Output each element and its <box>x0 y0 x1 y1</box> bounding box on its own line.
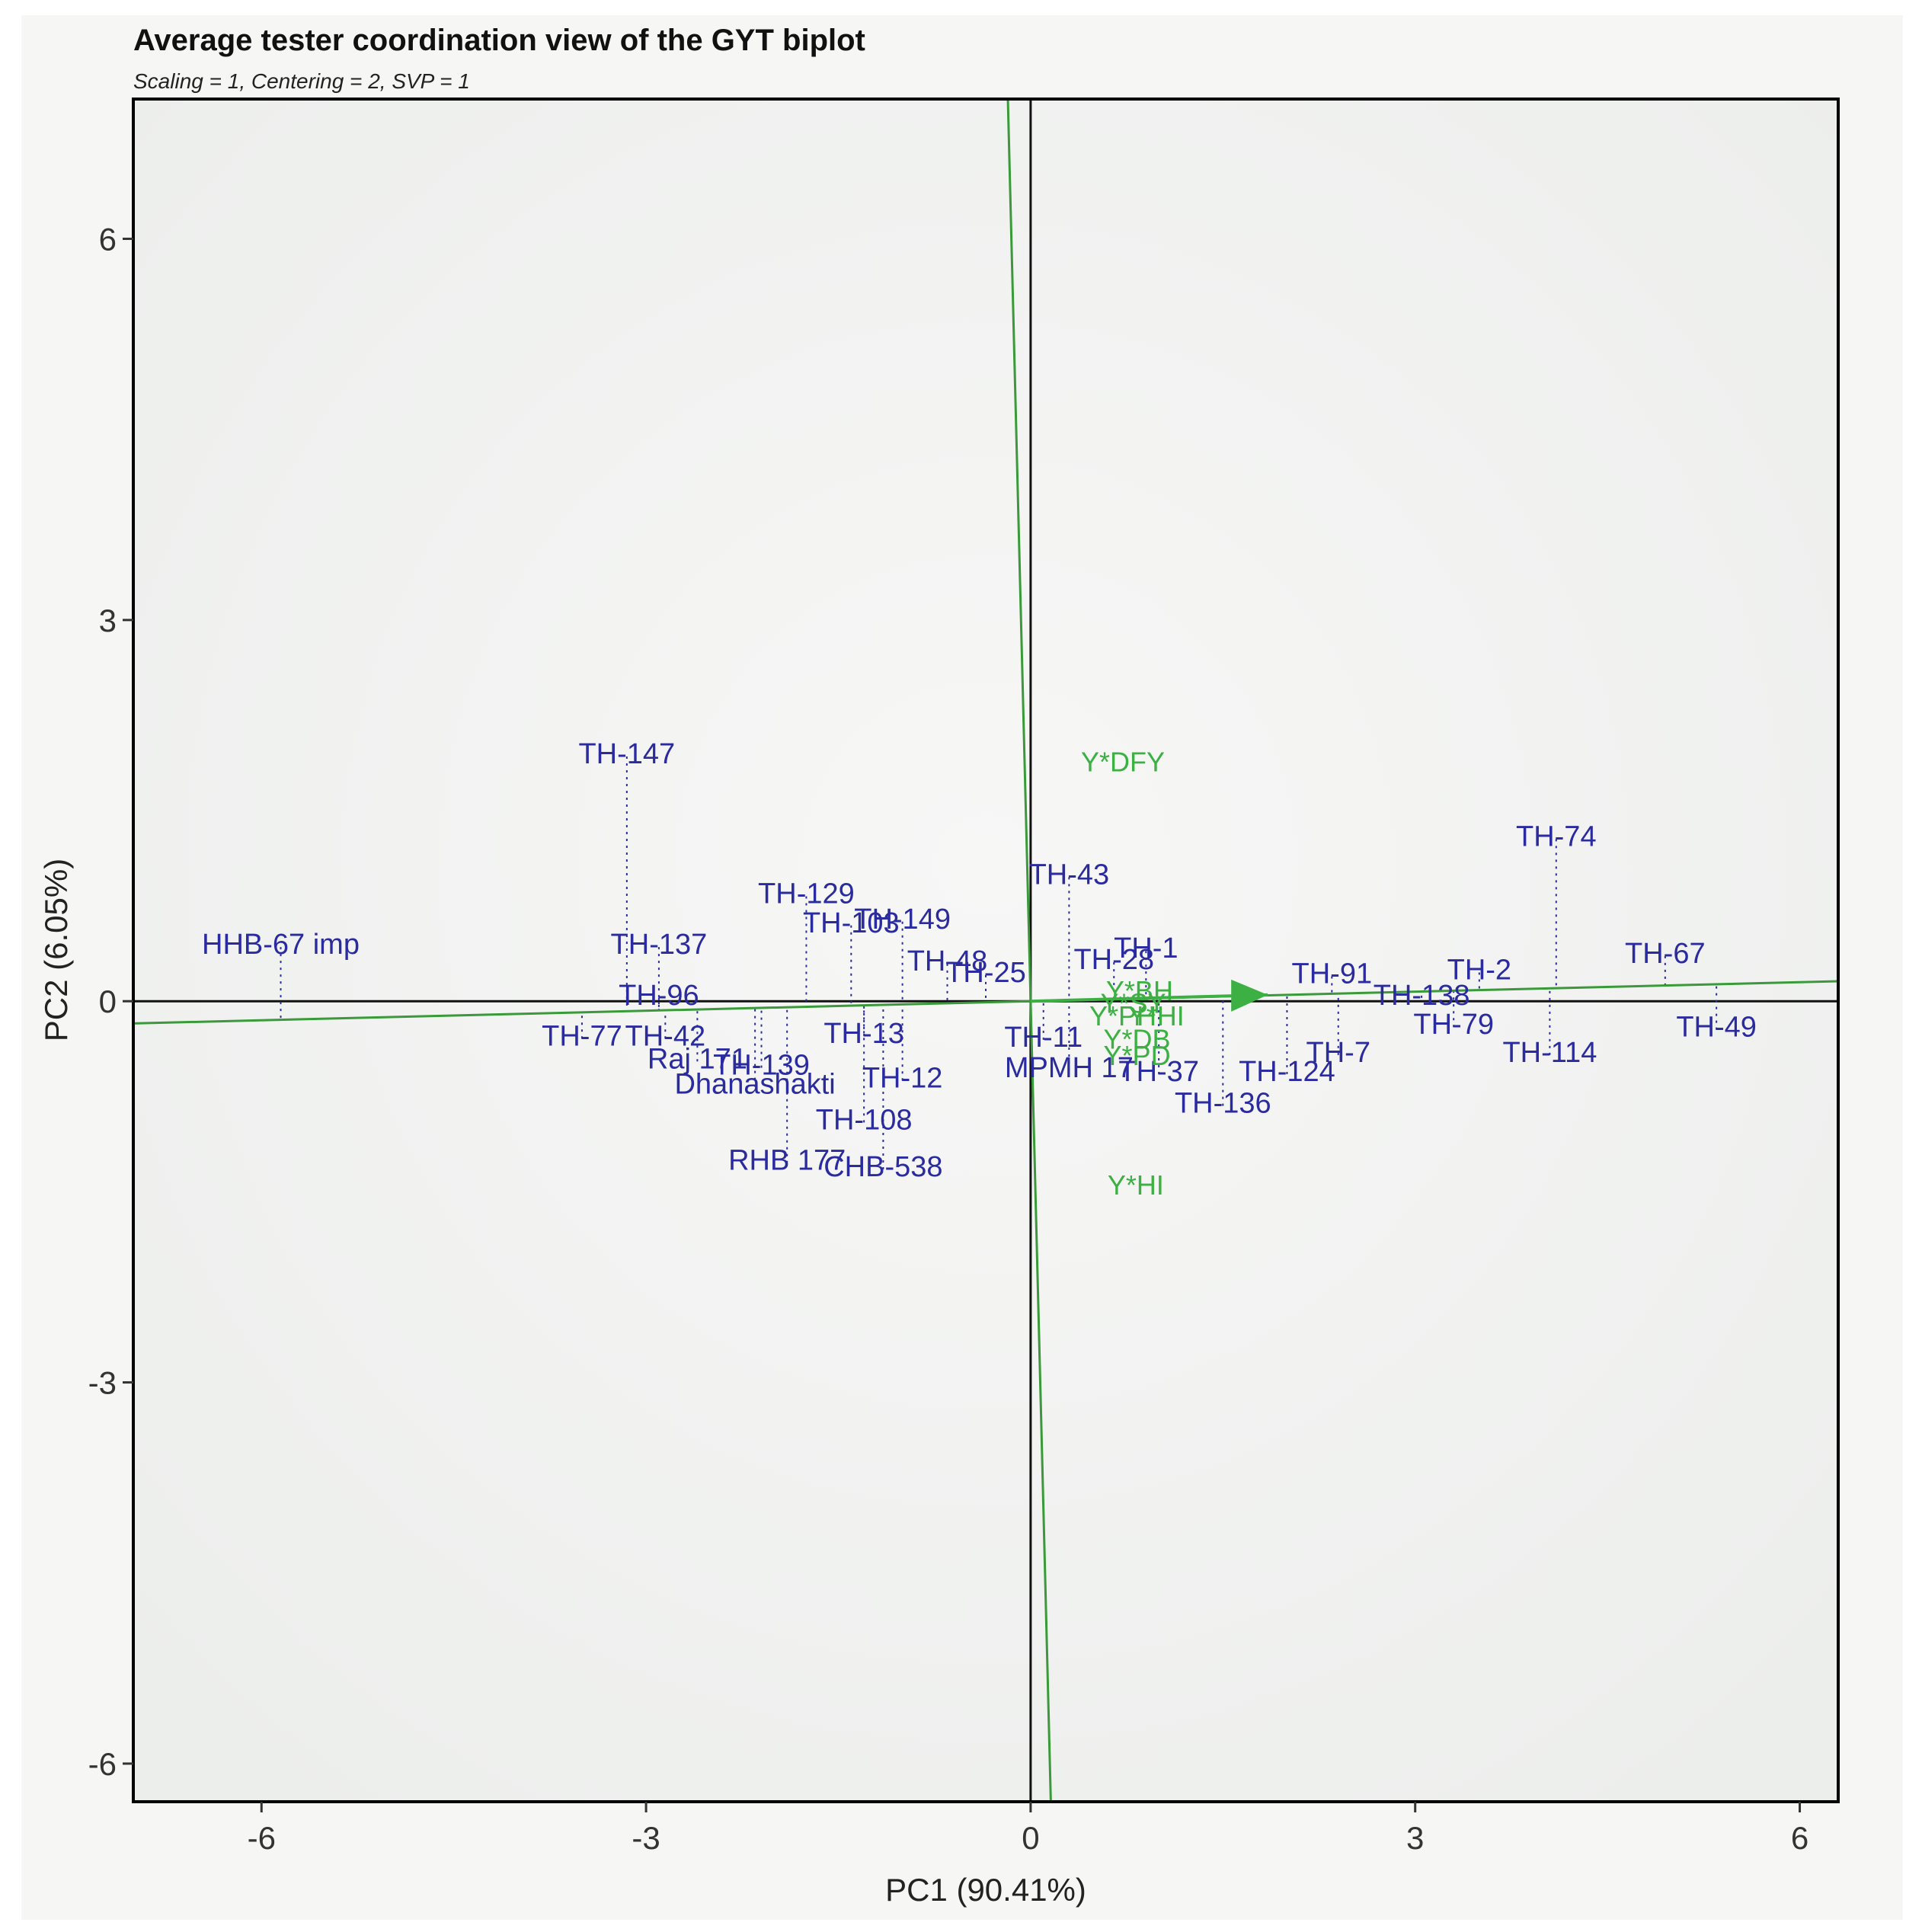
y-tick-label: 6 <box>99 221 117 257</box>
genotype-label: TH-114 <box>1502 1037 1597 1069</box>
genotype-label: TH-25 <box>945 957 1026 989</box>
genotype-label: TH-124 <box>1239 1056 1335 1088</box>
genotype-label: Raj 171 <box>648 1043 747 1075</box>
genotype-label: TH-108 <box>816 1104 913 1136</box>
environment-label: Y*SY <box>1100 988 1166 1019</box>
genotype-label: TH-74 <box>1516 820 1597 852</box>
genotype-label: TH-42 <box>625 1020 706 1052</box>
y-tick-label: 0 <box>99 984 117 1019</box>
genotype-label: TH-129 <box>758 878 855 910</box>
x-axis-title: PC1 (90.41%) <box>885 1872 1086 1908</box>
genotype-label: HHB-67 imp <box>202 929 360 961</box>
chart-subtitle: Scaling = 1, Centering = 2, SVP = 1 <box>133 69 470 93</box>
environment-label: Y*DFY <box>1081 747 1165 778</box>
genotype-label: TH-2 <box>1447 955 1511 987</box>
x-tick-label: 6 <box>1791 1820 1808 1856</box>
genotype-label: TH-149 <box>854 904 951 936</box>
environment-label: Y*HI <box>1128 1000 1185 1032</box>
genotype-label: TH-13 <box>823 1018 904 1050</box>
x-tick-label: 3 <box>1406 1820 1424 1856</box>
genotype-label: TH-49 <box>1676 1012 1757 1044</box>
ate-axis-layer <box>133 98 1839 1802</box>
plot-panel <box>133 99 1838 1802</box>
genotype-label: TH-136 <box>1175 1088 1271 1120</box>
genotype-label: TH-103 <box>803 907 900 939</box>
x-tick-label: 0 <box>1022 1820 1039 1856</box>
genotype-label: TH-48 <box>907 945 988 977</box>
projection-lines-layer <box>280 756 1718 1170</box>
genotype-label: MPMH 17 <box>1005 1052 1134 1084</box>
y-tick-label: -6 <box>88 1746 117 1782</box>
genotype-label: TH-1 <box>1114 932 1178 964</box>
plot-frame <box>132 98 1840 1803</box>
genotype-label: TH-147 <box>578 738 675 770</box>
genotype-label: TH-137 <box>611 929 708 961</box>
y-tick-label: -3 <box>88 1365 117 1401</box>
genotype-label: TH-12 <box>862 1062 943 1094</box>
y-axis-title: PC2 (6.05%) <box>38 859 74 1041</box>
ate-ordinate-line <box>1006 98 1052 1802</box>
environment-label: Y*DB <box>1104 1023 1171 1054</box>
genotype-label: TH-28 <box>1073 944 1154 976</box>
x-tick-label: -3 <box>632 1820 660 1856</box>
genotype-label: TH-96 <box>619 980 699 1012</box>
genotype-label: TH-91 <box>1292 958 1373 990</box>
environment-label: Y*PH <box>1089 1000 1156 1032</box>
ate-abscissa-line <box>133 980 1839 1025</box>
genotype-label: TH-11 <box>1004 1022 1083 1054</box>
genotype-label: TH-7 <box>1306 1037 1370 1069</box>
chart-title: Average tester coordination view of the … <box>133 24 865 57</box>
y-tick-label: 3 <box>99 603 117 638</box>
genotype-label: TH-37 <box>1118 1056 1199 1088</box>
genotype-label: TH-67 <box>1625 938 1706 970</box>
genotype-label: CHB-538 <box>823 1151 942 1183</box>
ate-arrow-shaft <box>1030 993 1268 1003</box>
genotype-label: TH-138 <box>1374 980 1470 1012</box>
ate-arrow-head <box>1231 979 1268 1012</box>
environment-label: Y*BH <box>1106 975 1173 1006</box>
x-tick-label: -6 <box>248 1820 276 1856</box>
environment-label: Y*HI <box>1108 1169 1164 1201</box>
genotype-label: TH-43 <box>1029 859 1110 891</box>
genotype-label: TH-77 <box>542 1020 622 1052</box>
genotype-label: TH-139 <box>713 1050 810 1082</box>
point-labels-layer: HHB-67 imp TH-147 TH-137 TH-96 TH-77 TH-42Raj… <box>202 738 1757 1201</box>
genotype-label: Dhanashakti <box>674 1069 835 1101</box>
genotype-label: TH-79 <box>1413 1009 1494 1041</box>
genotype-label: RHB 177 <box>728 1145 846 1177</box>
environment-label: Y*PD <box>1104 1040 1171 1071</box>
